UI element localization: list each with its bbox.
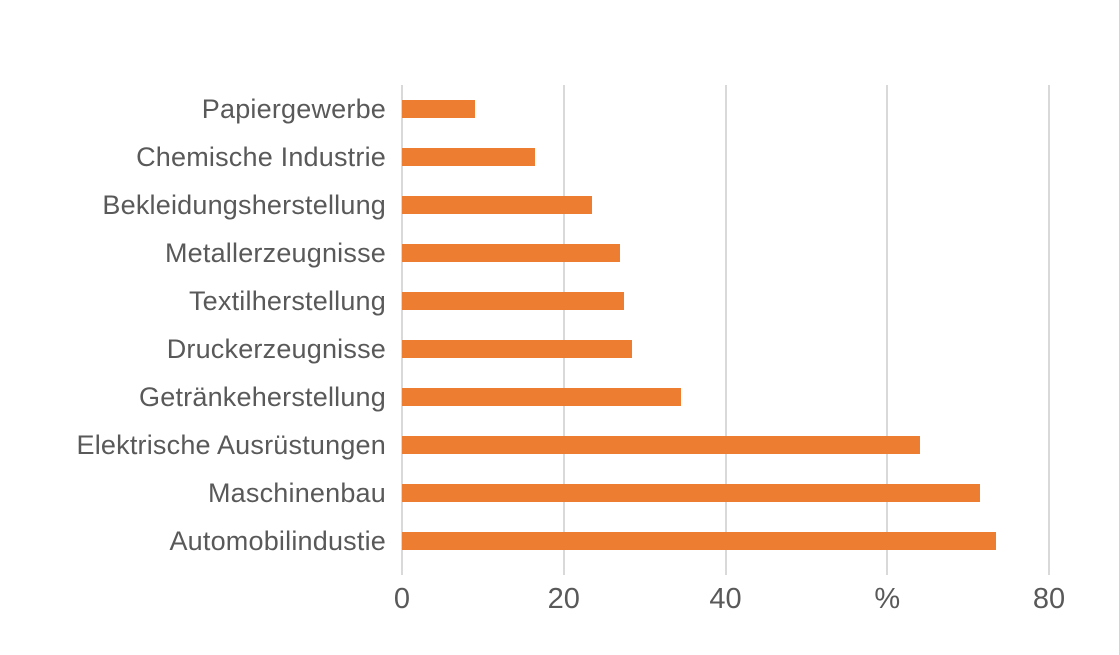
bar-track (402, 340, 1049, 358)
bar (402, 340, 633, 358)
bar-track (402, 244, 1049, 262)
category-label: Druckerzeugnisse (166, 334, 386, 364)
bar-track (402, 100, 1049, 118)
x-tick-label: % (874, 583, 901, 615)
x-tick-label: 0 (393, 583, 411, 615)
category-label: Papiergewerbe (201, 94, 386, 124)
category-label: Automobilindustie (169, 526, 386, 556)
chart-row: Getränkeherstellung (0, 373, 1049, 421)
chart-row: Automobilindustie (0, 517, 1049, 565)
bar (402, 100, 475, 118)
chart-row: Metallerzeugnisse (0, 229, 1049, 277)
bar (402, 148, 536, 166)
bar-track (402, 532, 1049, 550)
bar-track (402, 148, 1049, 166)
x-tick-label: 80 (1032, 583, 1066, 615)
chart-row: Maschinenbau (0, 469, 1049, 517)
chart-rows: Papiergewerbe Chemische Industrie Bekleidu… (0, 85, 1049, 565)
category-label: Getränkeherstellung (139, 382, 386, 412)
bar (402, 292, 625, 310)
bar (402, 244, 621, 262)
chart-row: Bekleidungsherstellung (0, 181, 1049, 229)
category-label: Textilherstellung (188, 286, 386, 316)
chart-row: Chemische Industrie (0, 133, 1049, 181)
chart-row: Textilherstellung (0, 277, 1049, 325)
category-label: Metallerzeugnisse (164, 238, 386, 268)
bar (402, 436, 920, 454)
bar-track (402, 484, 1049, 502)
bar-track (402, 436, 1049, 454)
category-label: Maschinenbau (207, 478, 386, 508)
x-tick-label: 40 (709, 583, 742, 615)
bar (402, 484, 981, 502)
bar-track (402, 388, 1049, 406)
x-tick-label: 20 (547, 583, 580, 615)
bar (402, 388, 682, 406)
category-label: Bekleidungsherstellung (102, 190, 386, 220)
bar-track (402, 196, 1049, 214)
chart-row: Druckerzeugnisse (0, 325, 1049, 373)
chart-row: Papiergewerbe (0, 85, 1049, 133)
bar (402, 196, 593, 214)
category-label: Elektrische Ausrüstungen (76, 430, 386, 460)
bar (402, 532, 997, 550)
category-label: Chemische Industrie (136, 142, 386, 172)
bar-track (402, 292, 1049, 310)
x-axis: 0 20 40% 80 (394, 583, 1065, 623)
chart-row: Elektrische Ausrüstungen (0, 421, 1049, 469)
